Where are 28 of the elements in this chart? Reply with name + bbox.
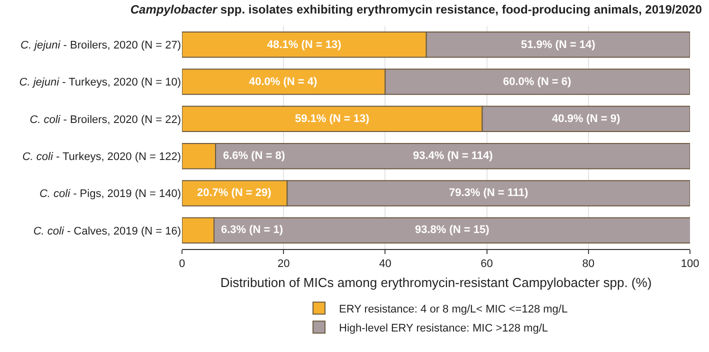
x-tick-label: 80 [582, 258, 595, 270]
y-tick-label: C. coli - Pigs, 2019 (N = 140) [39, 188, 181, 200]
data-label: 79.3% (N = 111) [449, 187, 529, 199]
x-tick-label: 20 [277, 258, 290, 270]
data-label: 60.0% (N = 6) [503, 76, 572, 88]
data-label: 6.6% (N = 8) [223, 150, 286, 162]
y-tick-label: C. jejuni - Turkeys, 2020 (N = 10) [19, 76, 181, 89]
y-tick-label: C. coli - Turkeys, 2020 (N = 122) [22, 150, 181, 163]
data-label: 40.0% (N = 4) [249, 76, 318, 88]
x-tick-label: 60 [480, 258, 493, 270]
y-tick-label: C. coli - Broilers, 2020 (N = 22) [30, 114, 181, 126]
data-label: 20.7% (N = 29) [197, 187, 272, 199]
data-label: 93.8% (N = 15) [415, 224, 490, 236]
data-label: 6.3% (N = 1) [221, 224, 284, 236]
legend-label: ERY resistance: 4 or 8 mg/L< MIC <=128 mg/L [339, 303, 568, 316]
data-label: 51.9% (N = 14) [521, 39, 596, 51]
x-tick-label: 0 [178, 258, 186, 270]
data-label: 48.1% (N = 13) [267, 39, 342, 51]
x-tick-label: 40 [379, 258, 392, 270]
y-tick-label: C. coli - Calves, 2019 (N = 16) [33, 225, 181, 238]
x-tick-label: 100 [680, 258, 700, 270]
chart-title: Campylobacter spp. isolates exhibiting erythromycin resistance, food-producing animals, 2019/2020 [130, 2, 702, 17]
data-label: 93.4% (N = 114) [413, 150, 494, 162]
data-label: 40.9% (N = 9) [552, 113, 621, 125]
y-tick-label: C. jejuni - Broilers, 2020 (N = 27) [20, 39, 181, 52]
x-axis-title: Distribution of MICs among erythromycin-resistant Campylobacter spp. (%) [220, 274, 652, 290]
data-label: 59.1% (N = 13) [295, 113, 370, 125]
legend-label: High-level ERY resistance: MIC >128 mg/L [339, 322, 548, 334]
